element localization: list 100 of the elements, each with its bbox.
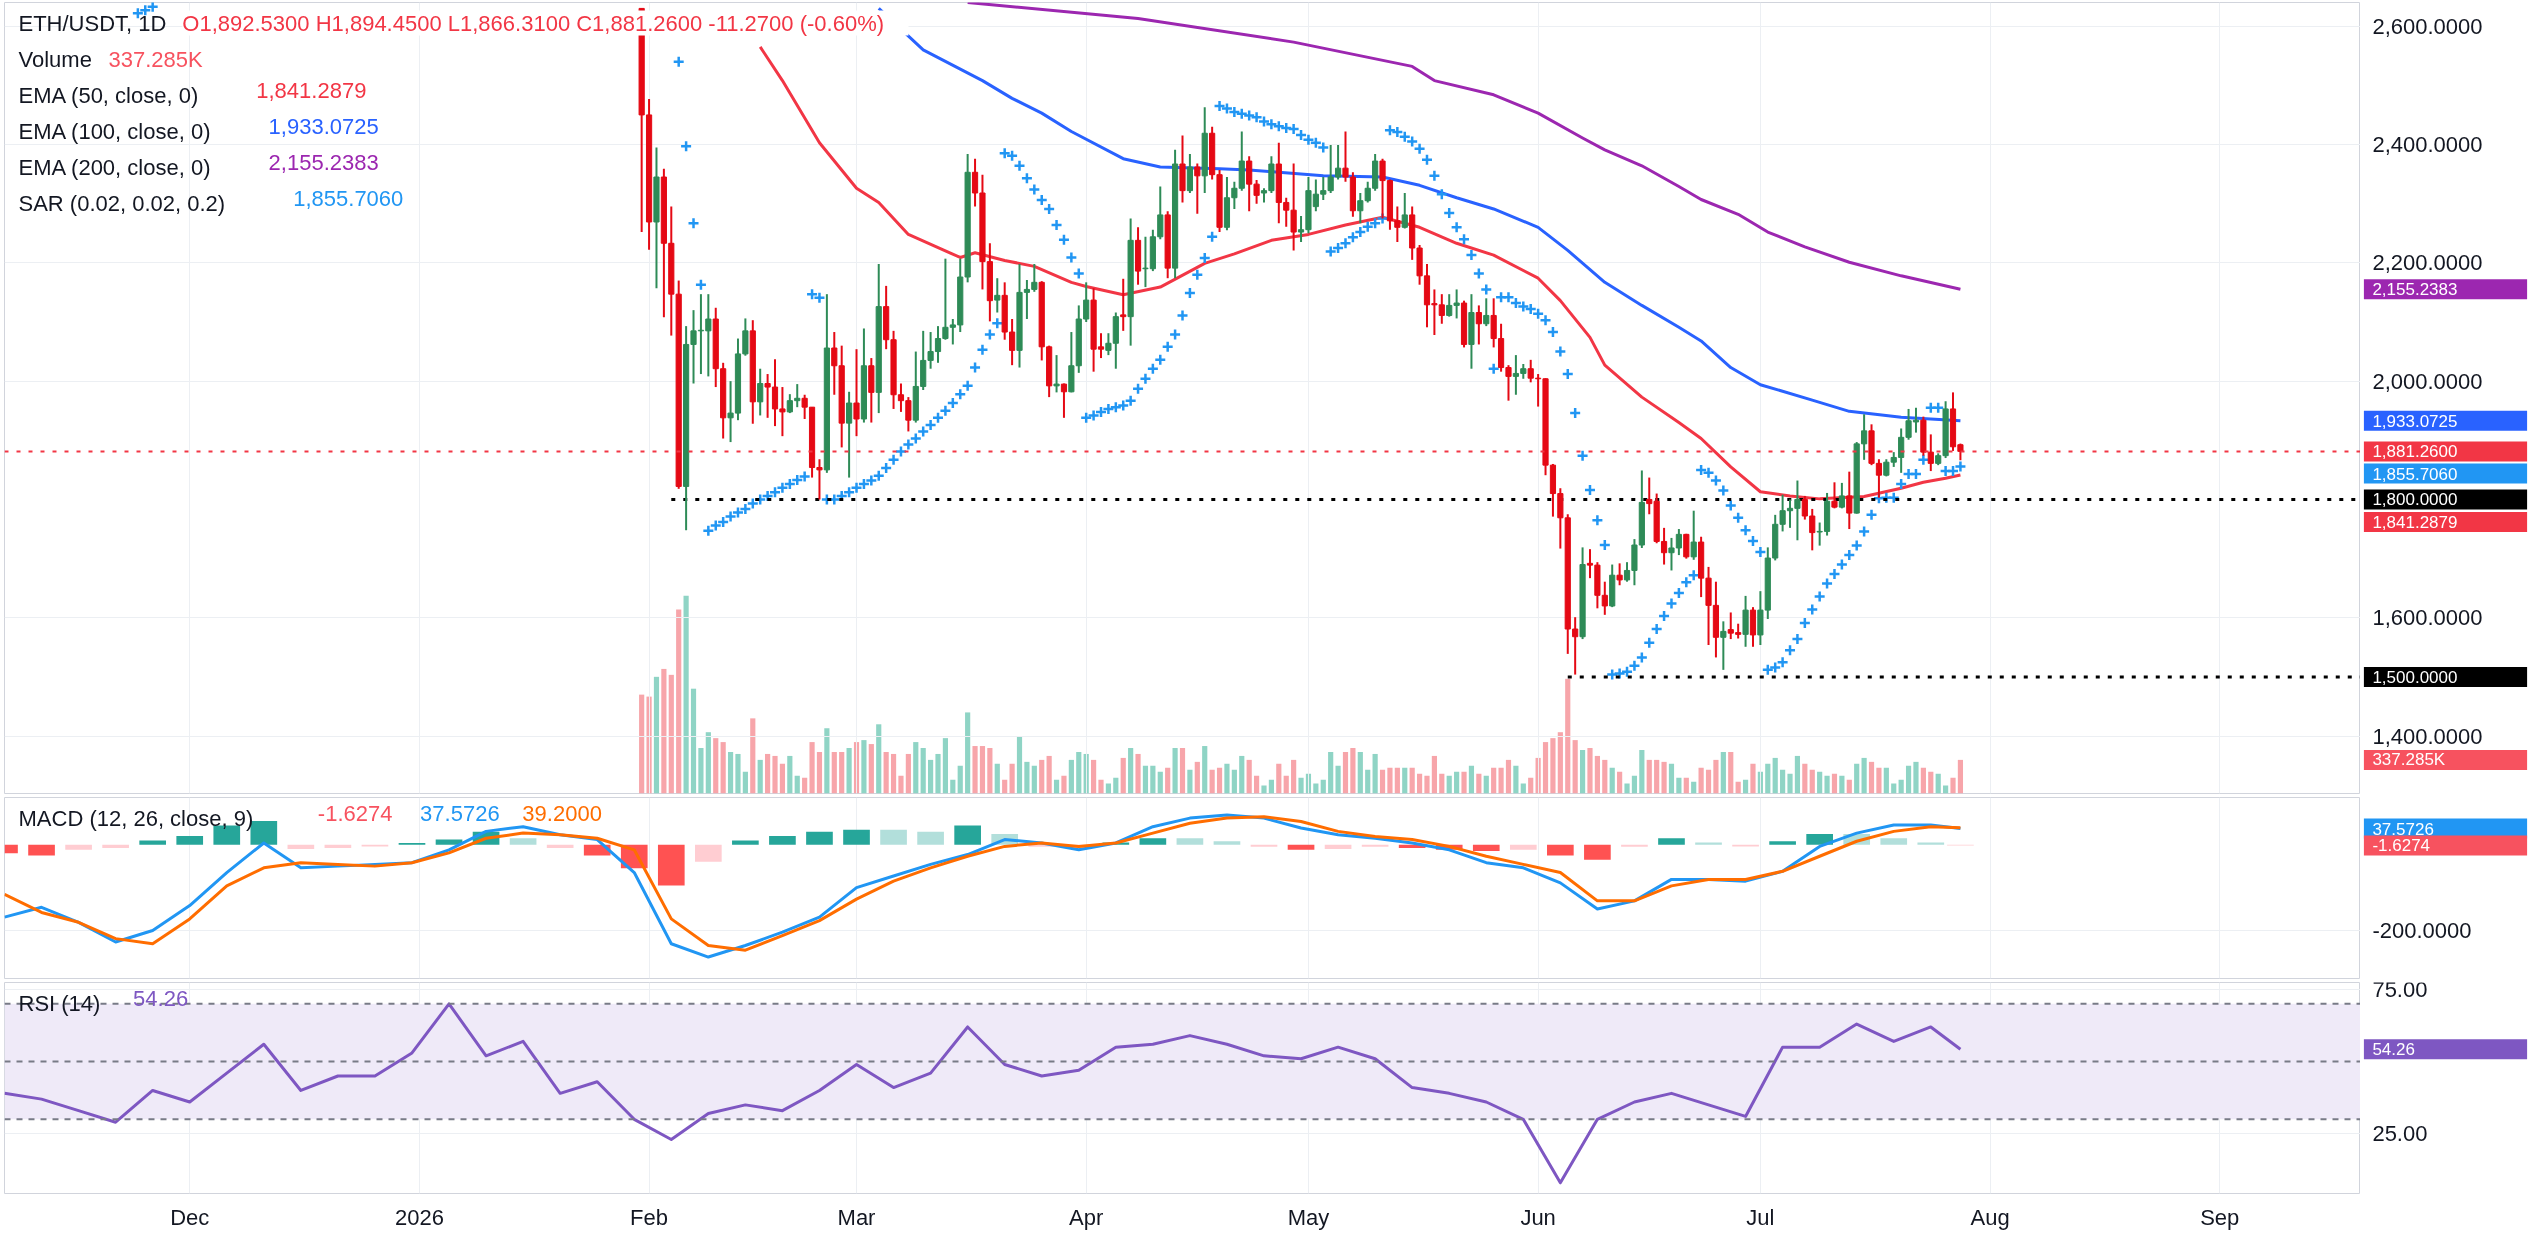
bar	[1172, 748, 1178, 794]
bar	[883, 751, 889, 794]
bar	[1128, 748, 1134, 794]
bar	[1176, 838, 1204, 845]
y-tick-label: 37.5726	[2372, 819, 2434, 839]
bar	[1928, 771, 1934, 794]
y-tick-label: 54.26	[2372, 1040, 2415, 1060]
candlestick	[1483, 297, 1490, 328]
bar	[1335, 765, 1341, 794]
bar	[1579, 749, 1586, 794]
bar	[1409, 767, 1415, 794]
bar	[713, 738, 719, 794]
bar	[928, 759, 934, 794]
bar	[690, 688, 697, 794]
candlestick	[1186, 152, 1193, 194]
bar	[732, 840, 759, 845]
annotation: 337.285K	[108, 46, 203, 72]
bar	[1802, 763, 1808, 794]
chart-title: MACD (12, 26, close, 9)	[18, 805, 254, 831]
bar	[1472, 844, 1500, 852]
bar	[1676, 777, 1682, 794]
annotation: Volume	[18, 46, 92, 72]
y-tick-label: 2,600.0000	[2372, 13, 2483, 39]
bar	[935, 753, 941, 794]
x-tick-label: Jun	[1520, 1204, 1556, 1230]
bar	[1209, 769, 1215, 794]
bar	[1913, 761, 1919, 794]
bar	[831, 751, 837, 794]
bar	[1416, 773, 1423, 794]
bar	[509, 838, 537, 845]
bar	[965, 712, 971, 794]
candlestick	[1194, 162, 1201, 215]
bar	[1031, 765, 1037, 794]
bar	[65, 844, 92, 850]
bar	[1365, 769, 1371, 794]
bar	[1621, 844, 1648, 847]
bar	[1361, 844, 1389, 847]
bar	[1202, 746, 1208, 794]
bar	[1854, 763, 1860, 794]
bar	[994, 763, 1000, 794]
x-tick-label: Apr	[1069, 1204, 1104, 1230]
bar	[1794, 755, 1801, 794]
y-tick-label: 1,400.0000	[2372, 723, 2483, 749]
bar	[1250, 844, 1278, 847]
candlestick	[757, 367, 764, 417]
bar	[1883, 767, 1889, 794]
bar	[1213, 841, 1241, 845]
bar	[1698, 767, 1704, 794]
bar	[1880, 838, 1908, 845]
bar	[1950, 777, 1956, 794]
annotation: EMA (50, close, 0)	[18, 82, 199, 108]
bar	[668, 674, 674, 794]
bar	[868, 744, 874, 794]
bar	[1468, 765, 1475, 794]
bar	[1809, 769, 1815, 794]
text: 337.285K	[2372, 750, 2446, 770]
bar	[1402, 767, 1408, 794]
bar	[1683, 777, 1689, 794]
bar	[1068, 759, 1074, 794]
bar	[765, 753, 771, 794]
text: 1,855.7060	[2372, 464, 2458, 484]
candlestick	[1831, 481, 1838, 510]
bar	[1276, 763, 1282, 794]
bar	[1654, 759, 1660, 794]
bar	[1846, 779, 1852, 794]
bar	[1439, 773, 1445, 794]
bar	[1283, 775, 1289, 794]
candlestick	[846, 390, 853, 479]
y-tick-label: 2,400.0000	[2372, 131, 2483, 157]
bar	[1061, 775, 1067, 794]
bar	[806, 831, 833, 845]
bar	[676, 609, 682, 794]
bar	[1920, 767, 1926, 794]
bar	[1446, 775, 1452, 794]
bar	[1424, 775, 1430, 794]
bar	[843, 829, 870, 845]
bar	[861, 740, 867, 794]
bar	[1157, 771, 1163, 794]
bar	[942, 738, 949, 794]
chart-subtitle: O1,892.5300 H1,894.4500 L1,866.3100 C1,881.2600 -11.2700 (-0.60%)	[182, 10, 885, 36]
y-tick-label: -1.6274	[2372, 836, 2431, 856]
data-label: 1,500.0000	[2372, 667, 2458, 687]
x-tick-label: Dec	[170, 1204, 210, 1230]
bar	[1646, 759, 1652, 794]
bar	[839, 751, 845, 794]
candlestick	[1846, 470, 1853, 531]
bar	[1498, 767, 1504, 794]
bar	[1268, 779, 1274, 794]
bar	[683, 595, 689, 794]
text: 2,155.2383	[2372, 280, 2458, 300]
bar	[1187, 769, 1193, 794]
bar	[1661, 761, 1667, 794]
y-tick-label: 2,000.0000	[2372, 368, 2483, 394]
annotation: EMA (100, close, 0)	[18, 118, 211, 144]
bar	[1179, 748, 1186, 794]
bar	[1565, 678, 1571, 794]
bar	[1787, 773, 1793, 794]
bar	[1824, 775, 1830, 794]
candlestick	[1838, 481, 1845, 510]
candlestick	[1690, 509, 1697, 561]
